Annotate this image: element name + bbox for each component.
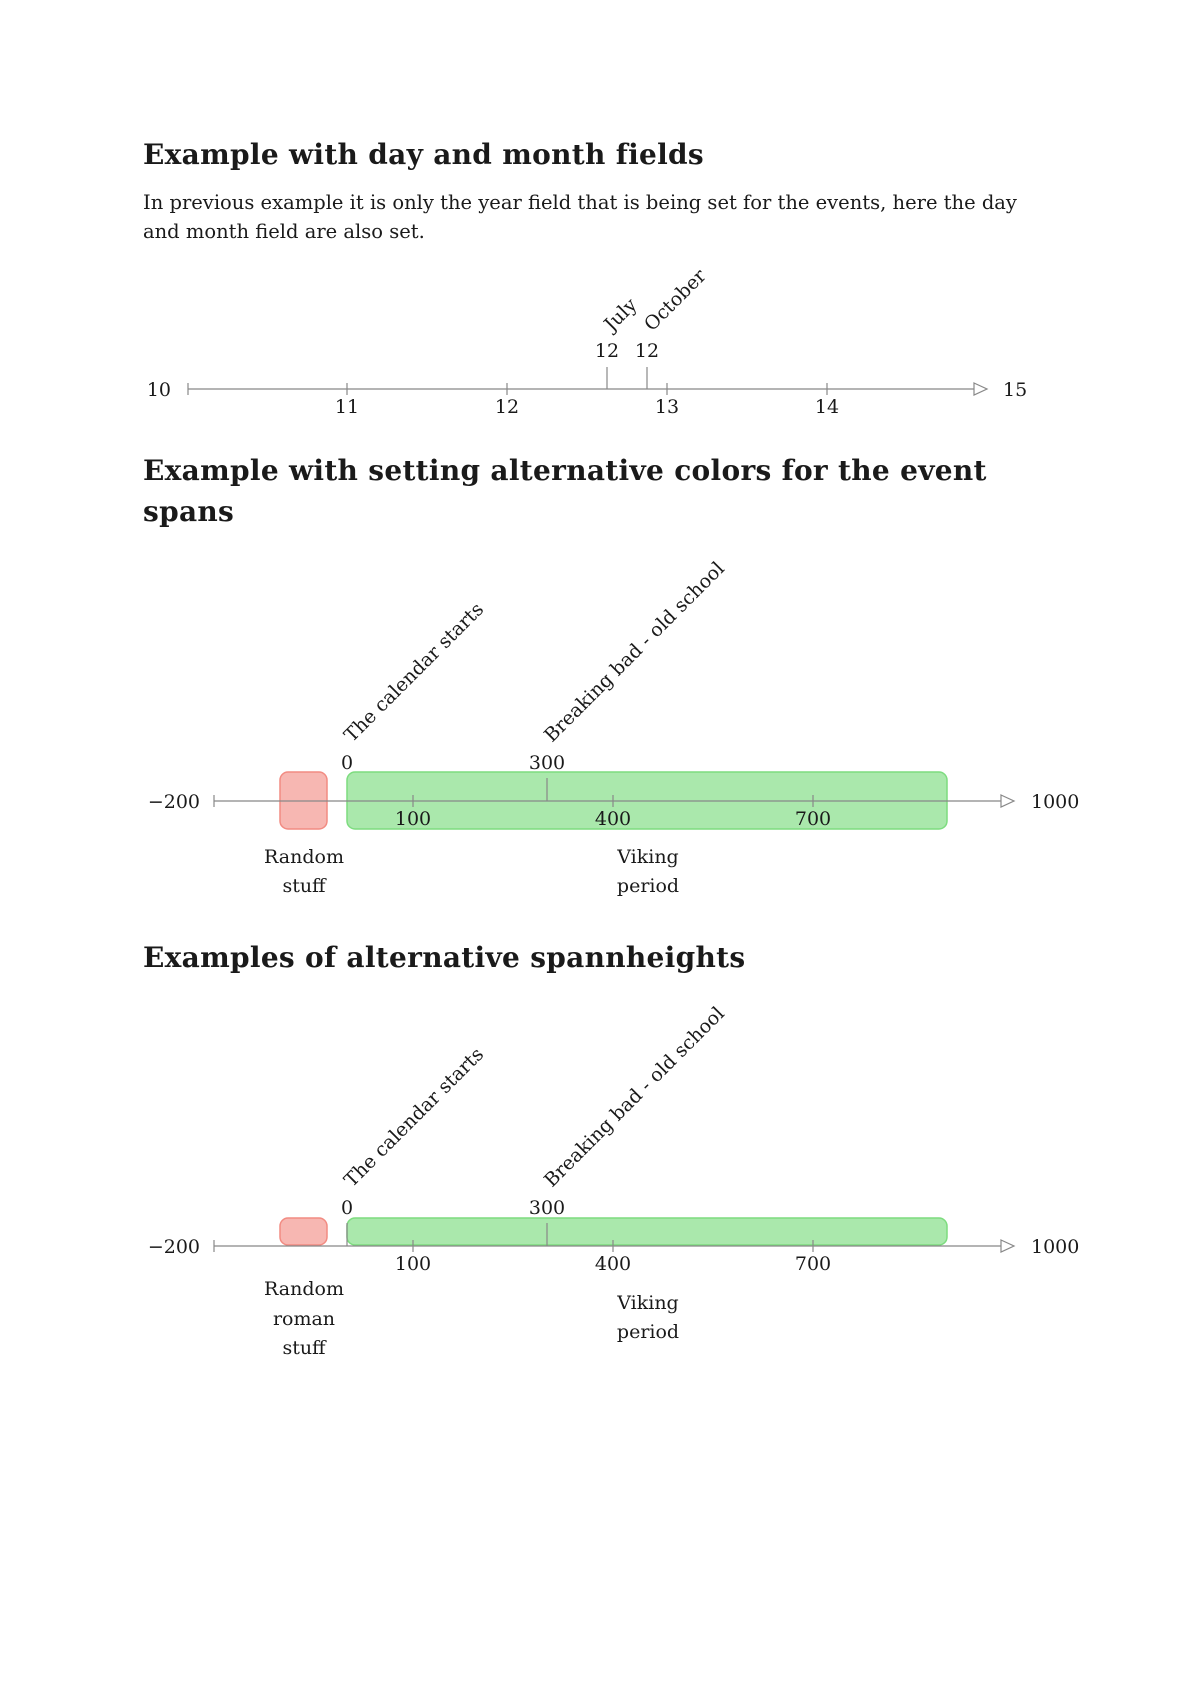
tick-label: 400 [595,1253,631,1275]
tick-label: 100 [395,1253,431,1275]
tick-label: 100 [395,808,431,830]
span-label: stuff [282,1337,327,1359]
span-label: Random [264,846,344,868]
event-label: October [640,264,711,335]
section-heading-day-month: Example with day and month fields [143,138,704,171]
event-label: The calendar starts [340,1043,488,1191]
axis-start-label: −200 [148,1236,200,1258]
event-value: 0 [341,752,353,774]
timeline-spanheights: −200 1000 100 400 700 0 300 The calendar… [148,1003,1080,1359]
event-value: 0 [341,1197,353,1219]
span-label: Random [264,1278,344,1300]
span-label: period [617,1321,679,1343]
span-label: stuff [282,875,327,897]
tick-label: 11 [335,396,359,418]
tick-label: 13 [655,396,679,418]
tick-label: 12 [495,396,519,418]
tick-label: 700 [795,1253,831,1275]
span-label: roman [273,1308,335,1330]
tick-label: 700 [795,808,831,830]
section-heading-spanheights: Examples of alternative spannheights [143,941,746,974]
axis-end-label: 15 [1003,379,1027,401]
section-heading-alt-colors: Example with setting alternative colors … [143,454,987,528]
event-label: Breaking bad - old school [540,558,729,747]
event-label: The calendar starts [340,598,488,746]
axis-start-label: 10 [147,379,171,401]
event-label: Breaking bad - old school [540,1003,729,1192]
tick-label: 14 [815,396,839,418]
span-label: Viking [616,846,678,868]
event-value: 300 [529,1197,565,1219]
span-label: period [617,875,679,897]
tick-label: 400 [595,808,631,830]
event-label: July [599,294,642,337]
timeline-day-month: 10 15 11 12 13 14 12 12 July October [147,264,1027,418]
span-label: Viking [616,1292,678,1314]
axis-end-label: 1000 [1031,791,1079,813]
timeline-alt-colors: −200 1000 100 400 700 0 300 The calendar… [148,558,1080,897]
event-value: 12 [595,340,619,362]
axis-start-label: −200 [148,791,200,813]
event-value: 12 [635,340,659,362]
axis-end-label: 1000 [1031,1236,1079,1258]
intro-paragraph: In previous example it is only the year … [143,191,1017,243]
event-value: 300 [529,752,565,774]
